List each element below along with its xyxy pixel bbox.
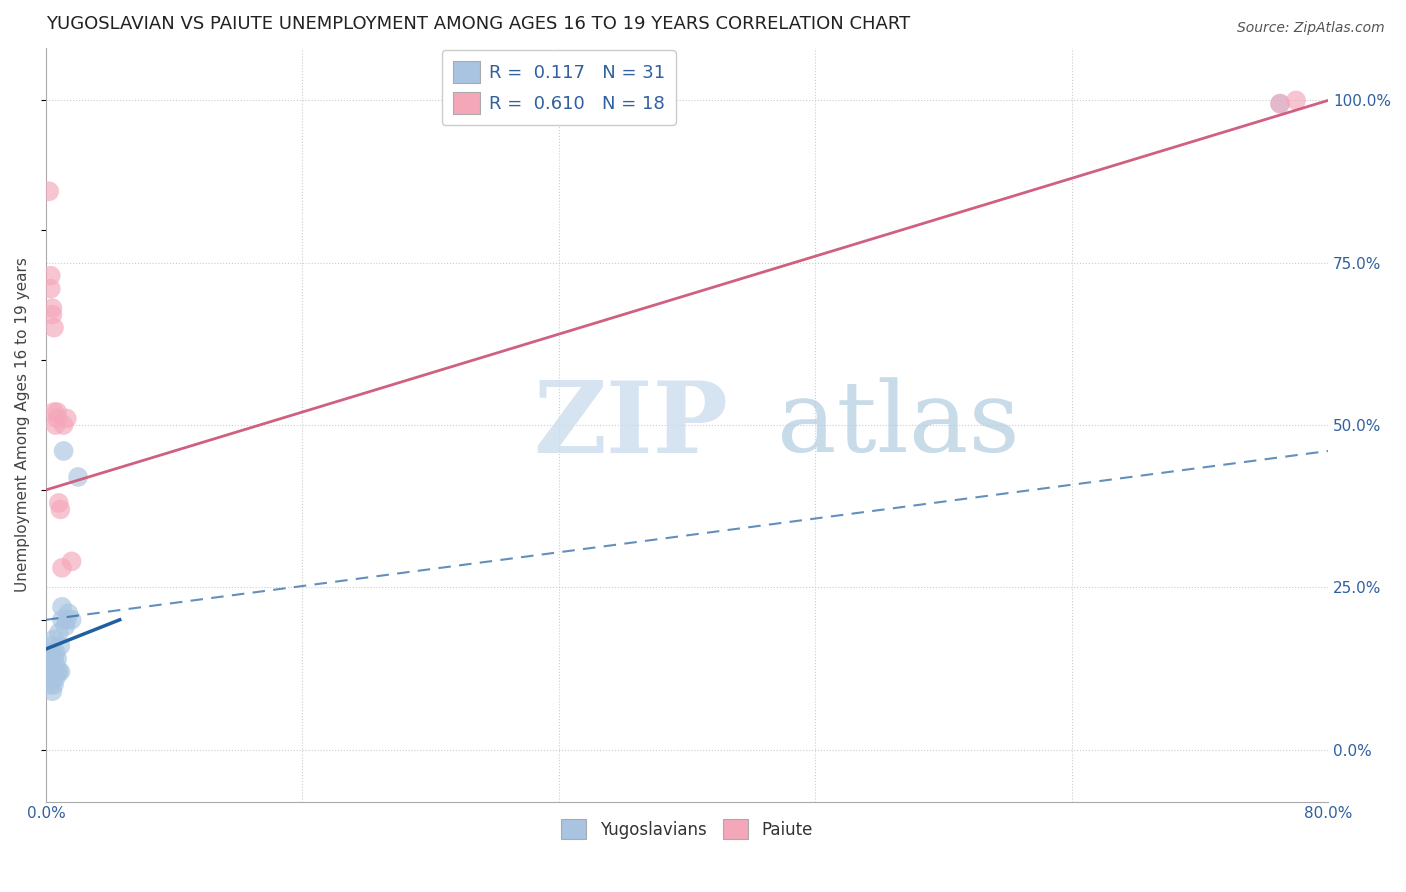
Point — [49, 502, 72, 516]
Point — [38, 665, 60, 679]
Point — [42, 651, 65, 665]
Point — [58, 607, 80, 621]
Point — [42, 632, 65, 647]
Point — [49, 665, 72, 679]
Point — [51, 599, 73, 614]
Point — [41, 301, 63, 315]
Point — [45, 671, 67, 685]
Point — [39, 282, 62, 296]
Point — [48, 625, 70, 640]
Text: ZIP: ZIP — [533, 376, 728, 474]
Point — [45, 417, 67, 432]
Point — [52, 444, 75, 458]
Y-axis label: Unemployment Among Ages 16 to 19 years: Unemployment Among Ages 16 to 19 years — [15, 258, 30, 592]
Point — [60, 613, 83, 627]
Point — [66, 470, 89, 484]
Point — [38, 651, 60, 665]
Point — [1268, 96, 1291, 111]
Text: Source: ZipAtlas.com: Source: ZipAtlas.com — [1237, 21, 1385, 35]
Point — [41, 658, 63, 673]
Point — [42, 665, 65, 679]
Point — [46, 411, 69, 425]
Legend: Yugoslavians, Paiute: Yugoslavians, Paiute — [554, 813, 820, 846]
Point — [51, 613, 73, 627]
Point — [41, 671, 63, 685]
Point — [56, 613, 79, 627]
Point — [41, 684, 63, 698]
Point — [1268, 96, 1291, 111]
Point — [38, 184, 60, 198]
Point — [45, 645, 67, 659]
Point — [42, 320, 65, 334]
Point — [46, 651, 69, 665]
Point — [41, 639, 63, 653]
Point — [56, 411, 79, 425]
Point — [49, 639, 72, 653]
Text: YUGOSLAVIAN VS PAIUTE UNEMPLOYMENT AMONG AGES 16 TO 19 YEARS CORRELATION CHART: YUGOSLAVIAN VS PAIUTE UNEMPLOYMENT AMONG… — [46, 15, 910, 33]
Point — [41, 308, 63, 322]
Point — [45, 658, 67, 673]
Point — [52, 417, 75, 432]
Point — [48, 496, 70, 510]
Point — [39, 658, 62, 673]
Point — [60, 554, 83, 568]
Point — [1285, 94, 1308, 108]
Point — [39, 678, 62, 692]
Point — [46, 405, 69, 419]
Point — [51, 561, 73, 575]
Point — [42, 405, 65, 419]
Text: atlas: atlas — [776, 377, 1019, 473]
Point — [46, 665, 69, 679]
Point — [48, 665, 70, 679]
Point — [53, 619, 76, 633]
Point — [42, 678, 65, 692]
Point — [39, 645, 62, 659]
Point — [39, 268, 62, 283]
